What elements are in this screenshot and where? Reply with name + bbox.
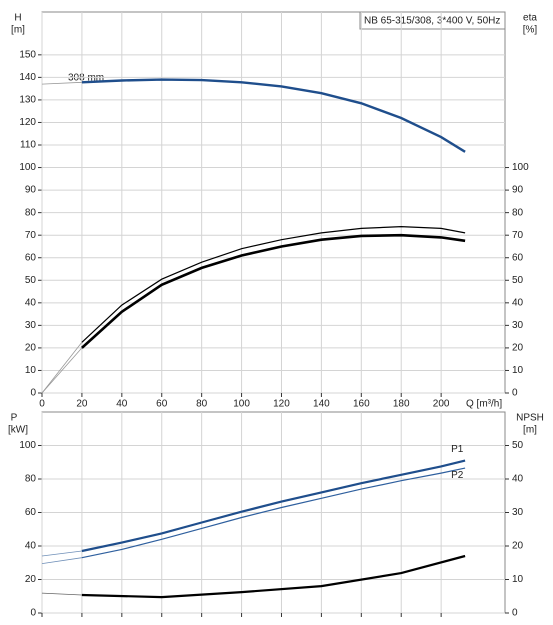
y2-tick-label: 20 [512, 541, 524, 552]
y-tick-label: 40 [25, 541, 37, 552]
y-tick-label: 20 [25, 343, 37, 354]
annotation: 308 mm [68, 73, 104, 84]
y2-tick-label: 0 [512, 388, 518, 399]
y2-tick-label: 30 [512, 507, 524, 518]
y2-label: eta [523, 13, 537, 24]
y2-tick-label: 30 [512, 320, 524, 331]
y2-tick-label: 10 [512, 574, 524, 585]
y2-tick-label: 70 [512, 230, 524, 241]
y-tick-label: 0 [30, 388, 36, 399]
y-tick-label: 130 [19, 95, 36, 106]
y-tick-label: 110 [20, 140, 36, 151]
y2-unit: [%] [523, 25, 538, 36]
y-label: H [14, 13, 21, 24]
x-tick-label: 60 [156, 399, 168, 410]
y2-label: NPSH [516, 413, 544, 424]
curve [41, 342, 83, 394]
x-tick-label: 200 [433, 399, 450, 410]
y-tick-label: 20 [25, 574, 37, 585]
curve [41, 347, 83, 394]
y-tick-label: 100 [19, 440, 36, 451]
title-box [359, 11, 506, 30]
y-tick-label: 140 [19, 72, 36, 83]
curve-label: P1 [451, 444, 464, 455]
y-tick-label: 40 [25, 297, 37, 308]
y-tick-label: 50 [25, 275, 37, 286]
y2-tick-label: 80 [512, 207, 524, 218]
y-tick-label: 60 [25, 252, 37, 263]
x-tick-label: 120 [273, 399, 290, 410]
x-tick-label: 40 [116, 399, 128, 410]
y-tick-label: 80 [25, 207, 37, 218]
curve [81, 459, 466, 553]
x-tick-label: 0 [39, 399, 45, 410]
x-tick-label: 80 [196, 399, 208, 410]
y-tick-label: 60 [25, 507, 37, 518]
plot-frame [41, 11, 506, 394]
curve [81, 554, 466, 599]
y2-unit: [m] [523, 425, 537, 436]
y2-tick-label: 20 [512, 343, 524, 354]
y-tick-label: 70 [25, 230, 37, 241]
y-tick-label: 120 [19, 117, 36, 128]
x-tick-label: 180 [393, 399, 410, 410]
x-tick-label: 100 [233, 399, 250, 410]
x-tick-label: 20 [76, 399, 88, 410]
curve [81, 225, 466, 343]
y2-tick-label: 60 [512, 252, 524, 263]
y-tick-label: 0 [30, 608, 36, 619]
y2-tick-label: 90 [512, 185, 524, 196]
curve-label: P2 [451, 470, 464, 481]
x-tick-label: 140 [313, 399, 330, 410]
y-tick-label: 100 [19, 162, 36, 173]
y2-tick-label: 50 [512, 440, 524, 451]
y2-tick-label: 40 [512, 474, 524, 485]
curve [41, 550, 82, 557]
y2-tick-label: 10 [512, 365, 524, 376]
y2-tick-label: 100 [512, 162, 529, 173]
y-unit: [kW] [8, 425, 28, 436]
curve [81, 233, 466, 349]
y-tick-label: 80 [25, 474, 37, 485]
x-tick-label: 160 [353, 399, 370, 410]
y-tick-label: 90 [25, 185, 37, 196]
y2-tick-label: 40 [512, 297, 524, 308]
y-tick-label: 30 [25, 320, 37, 331]
y-label: P [11, 413, 18, 424]
chart-title: NB 65-315/308, 3*400 V, 50Hz [364, 16, 500, 27]
curve [41, 592, 82, 596]
x-label: Q [m³/h] [466, 399, 502, 410]
curve [81, 78, 466, 153]
y-tick-label: 10 [25, 365, 37, 376]
curve [41, 557, 82, 564]
curve [81, 467, 466, 559]
y2-tick-label: 50 [512, 275, 524, 286]
curve [41, 81, 82, 85]
y2-tick-label: 0 [512, 608, 518, 619]
y-unit: [m] [11, 25, 25, 36]
y-tick-label: 150 [19, 49, 36, 60]
